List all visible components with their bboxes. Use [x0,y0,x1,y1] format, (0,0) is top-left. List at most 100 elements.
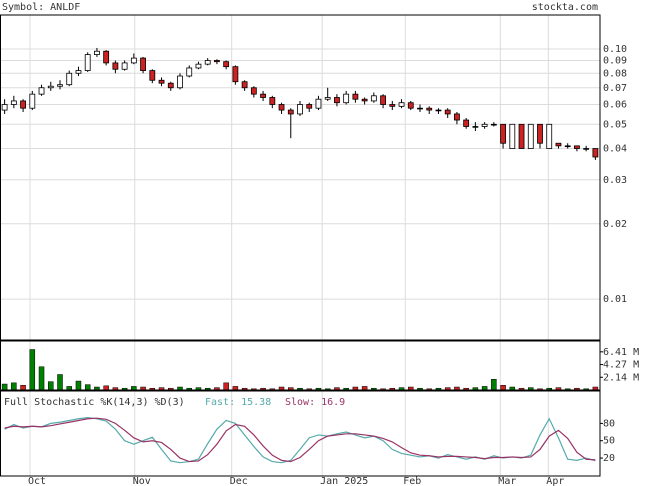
candle-body [315,98,322,109]
candle-body [306,104,313,109]
candle-body [223,61,230,68]
volume-bar [131,386,137,391]
candle-body [472,126,479,128]
candle-body [112,62,119,70]
volume-bar [491,379,497,391]
volume-bar [20,384,26,391]
y-tick-label: 0.10 [603,44,627,55]
legend-value: 16.9 [321,397,345,408]
candle-body [232,66,239,83]
candle-body [20,100,26,109]
candle-body [195,63,202,69]
candle-body [370,95,377,102]
volume-bar [57,374,63,391]
volume-bar [223,382,229,391]
candle-body [1,104,8,111]
candle-body [352,93,359,100]
candle-body [167,82,174,89]
y-tick-label: 50 [603,436,615,447]
y-tick-label: 0.04 [603,144,627,155]
candle-body [518,123,525,149]
volume-bar [29,349,36,391]
y-tick-label: 2.14 M [603,372,639,383]
candle-body [121,62,128,70]
candle-body [149,70,156,81]
x-tick-label: Feb [403,476,421,486]
candle-body [204,60,211,65]
candle-body [287,109,294,115]
candle-body [490,123,497,126]
volume-bar [500,384,506,391]
candle-body [130,57,137,64]
candle-body [592,148,599,158]
legend-name: Fast: [205,397,235,408]
candle-body [29,93,36,109]
candle-body [361,98,368,102]
x-tick-label: Oct [28,476,46,486]
legend-entry: Slow: 16.9 [285,397,345,408]
volume-bar [481,386,488,391]
candle-body [454,113,460,121]
candle-body [250,87,257,95]
volume-bar [1,383,8,391]
candle-body [444,109,451,115]
candle-body [177,75,183,89]
stoch-line [4,416,596,464]
legend-value: 15.38 [241,397,271,408]
candle-body [66,72,73,86]
candle-body [186,67,193,77]
candle-body [398,102,405,107]
candle-body [564,145,571,148]
y-tick-label: 80 [603,418,615,429]
volume-bar [232,386,239,391]
panel-title: Full Stochastic %K(14,3) %D(3) [4,397,185,408]
volume-bar [361,386,368,391]
candle-body [47,85,54,89]
candle-body [103,50,110,64]
candle-body [481,123,488,127]
candle-body [158,79,165,84]
candle-body [583,148,590,150]
candle-body [426,107,433,111]
candle-body [463,119,470,127]
candle-body [334,97,340,104]
candle-body [269,97,276,105]
candle-body [500,123,506,144]
candle-body [380,95,386,105]
y-tick-label: 0.08 [603,68,627,79]
y-tick-label: 0.07 [603,83,627,94]
candle-body [241,81,248,89]
legend-name: Slow: [285,397,315,408]
candle-body [94,50,100,55]
volume-bar [103,385,109,391]
y-tick-label: 0.01 [603,294,627,305]
y-tick-label: 0.06 [603,100,627,111]
y-tick-label: 0.02 [603,219,627,230]
candle-body [527,123,534,149]
y-tick-label: 0.09 [603,55,627,66]
x-tick-label: Apr [546,476,564,486]
candle-body [574,145,580,149]
candle-body [546,123,553,149]
candle-body [509,123,516,149]
x-tick-label: Jan 2025 [320,476,368,486]
y-tick-label: 4.27 M [603,360,639,371]
volume-bar [84,384,91,391]
candle-body [84,54,91,71]
candle-body [140,57,146,71]
panel-frame [0,14,601,341]
candle-body [278,104,285,111]
candle-body [343,93,350,104]
candle-body [214,60,220,63]
candle-body [57,84,63,87]
volume-bar [48,381,54,391]
symbol: Symbol: ANLDF [2,2,80,13]
stoch-line [4,417,596,463]
candle-body [417,107,423,110]
candle-body [324,97,331,100]
candle-body [537,123,543,144]
candle-body [555,142,562,147]
legend-entry: Fast: 15.38 [205,397,271,408]
x-tick-label: Dec [230,476,248,486]
x-tick-label: Mar [498,476,516,486]
